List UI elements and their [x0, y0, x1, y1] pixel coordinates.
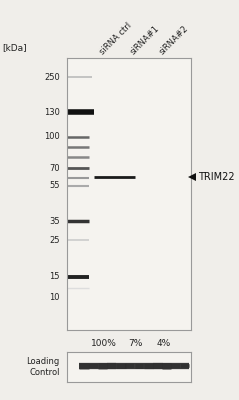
Text: 70: 70 — [49, 164, 60, 173]
Text: 55: 55 — [49, 181, 60, 190]
Text: TRIM22: TRIM22 — [198, 172, 235, 182]
Text: 100: 100 — [44, 132, 60, 141]
Text: siRNA#1: siRNA#1 — [129, 24, 161, 56]
Text: Loading
Control: Loading Control — [27, 357, 60, 377]
Text: 25: 25 — [49, 236, 60, 245]
Text: 35: 35 — [49, 217, 60, 226]
Text: siRNA ctrl: siRNA ctrl — [98, 20, 133, 56]
Text: siRNA#2: siRNA#2 — [158, 24, 190, 56]
Text: 250: 250 — [44, 72, 60, 82]
Text: 4%: 4% — [157, 339, 171, 348]
Text: 10: 10 — [49, 293, 60, 302]
Text: [kDa]: [kDa] — [2, 43, 27, 52]
Text: 7%: 7% — [128, 339, 142, 348]
Text: 15: 15 — [49, 272, 60, 282]
Text: 100%: 100% — [91, 339, 117, 348]
Text: 130: 130 — [44, 108, 60, 117]
